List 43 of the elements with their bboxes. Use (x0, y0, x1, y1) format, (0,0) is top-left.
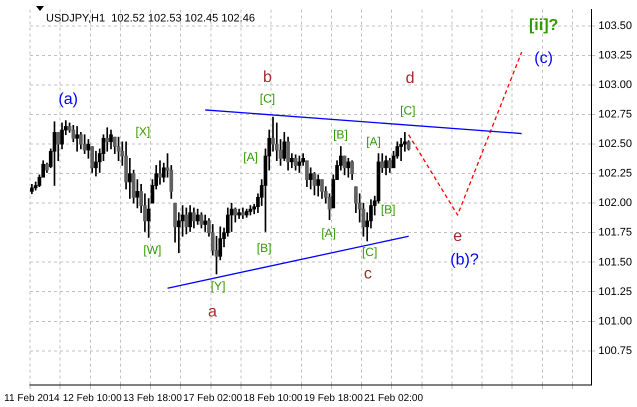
annotation: d (406, 70, 414, 88)
y-tick-label: 103.50 (598, 20, 632, 32)
annotation: a (208, 304, 217, 321)
annotation: (b)? (450, 251, 479, 268)
annotation: (c) (534, 50, 553, 68)
y-tick-label: 102.00 (598, 197, 632, 210)
x-tick-label: 11 Feb 2014 (4, 392, 60, 404)
annotation: [C] (400, 103, 416, 118)
annotation: [B] (256, 241, 272, 256)
candlestick (94, 150, 98, 176)
annotation: [B] (380, 202, 396, 216)
x-tick-label: 19 Feb 18:00 (304, 392, 364, 404)
annotation: [X] (135, 124, 150, 139)
annotation: e (453, 228, 462, 246)
annotation: (a) (58, 91, 78, 108)
y-tick-label: 100.75 (598, 344, 632, 357)
annotation: [A] (321, 226, 336, 240)
x-tick-label: 12 Feb 10:00 (62, 392, 122, 404)
x-tick-label: 17 Feb 02:00 (183, 392, 243, 404)
annotation: [B] (333, 128, 348, 142)
y-tick-label: 102.25 (598, 168, 632, 180)
y-tick-label: 101.75 (598, 226, 632, 239)
y-tick-label: 101.25 (598, 286, 632, 298)
y-tick-label: 102.50 (598, 138, 632, 150)
chart-title: USDJPY,H1 102.52 102.53 102.45 102.46 (46, 12, 255, 25)
y-tick-label: 101.00 (598, 315, 632, 328)
candlestick (158, 160, 162, 185)
annotation: [A] (243, 150, 258, 164)
x-tick-label: 21 Feb 02:00 (364, 392, 424, 404)
annotation: [C] (362, 244, 378, 259)
annotation: [C] (260, 92, 276, 106)
annotation: [A] (366, 134, 381, 148)
x-tick-label: 18 Feb 10:00 (244, 392, 303, 404)
y-tick-label: 101.50 (598, 256, 632, 268)
x-tick-label: 13 Feb 18:00 (122, 392, 182, 404)
annotation: [ii]? (528, 17, 558, 34)
annotation: [W] (143, 242, 162, 257)
annotation: b (263, 68, 272, 86)
y-tick-label: 103.25 (598, 50, 632, 62)
y-tick-label: 103.00 (598, 79, 632, 92)
annotation: [Y] (210, 278, 226, 293)
annotation: c (364, 266, 372, 283)
y-tick-label: 102.75 (598, 108, 632, 121)
